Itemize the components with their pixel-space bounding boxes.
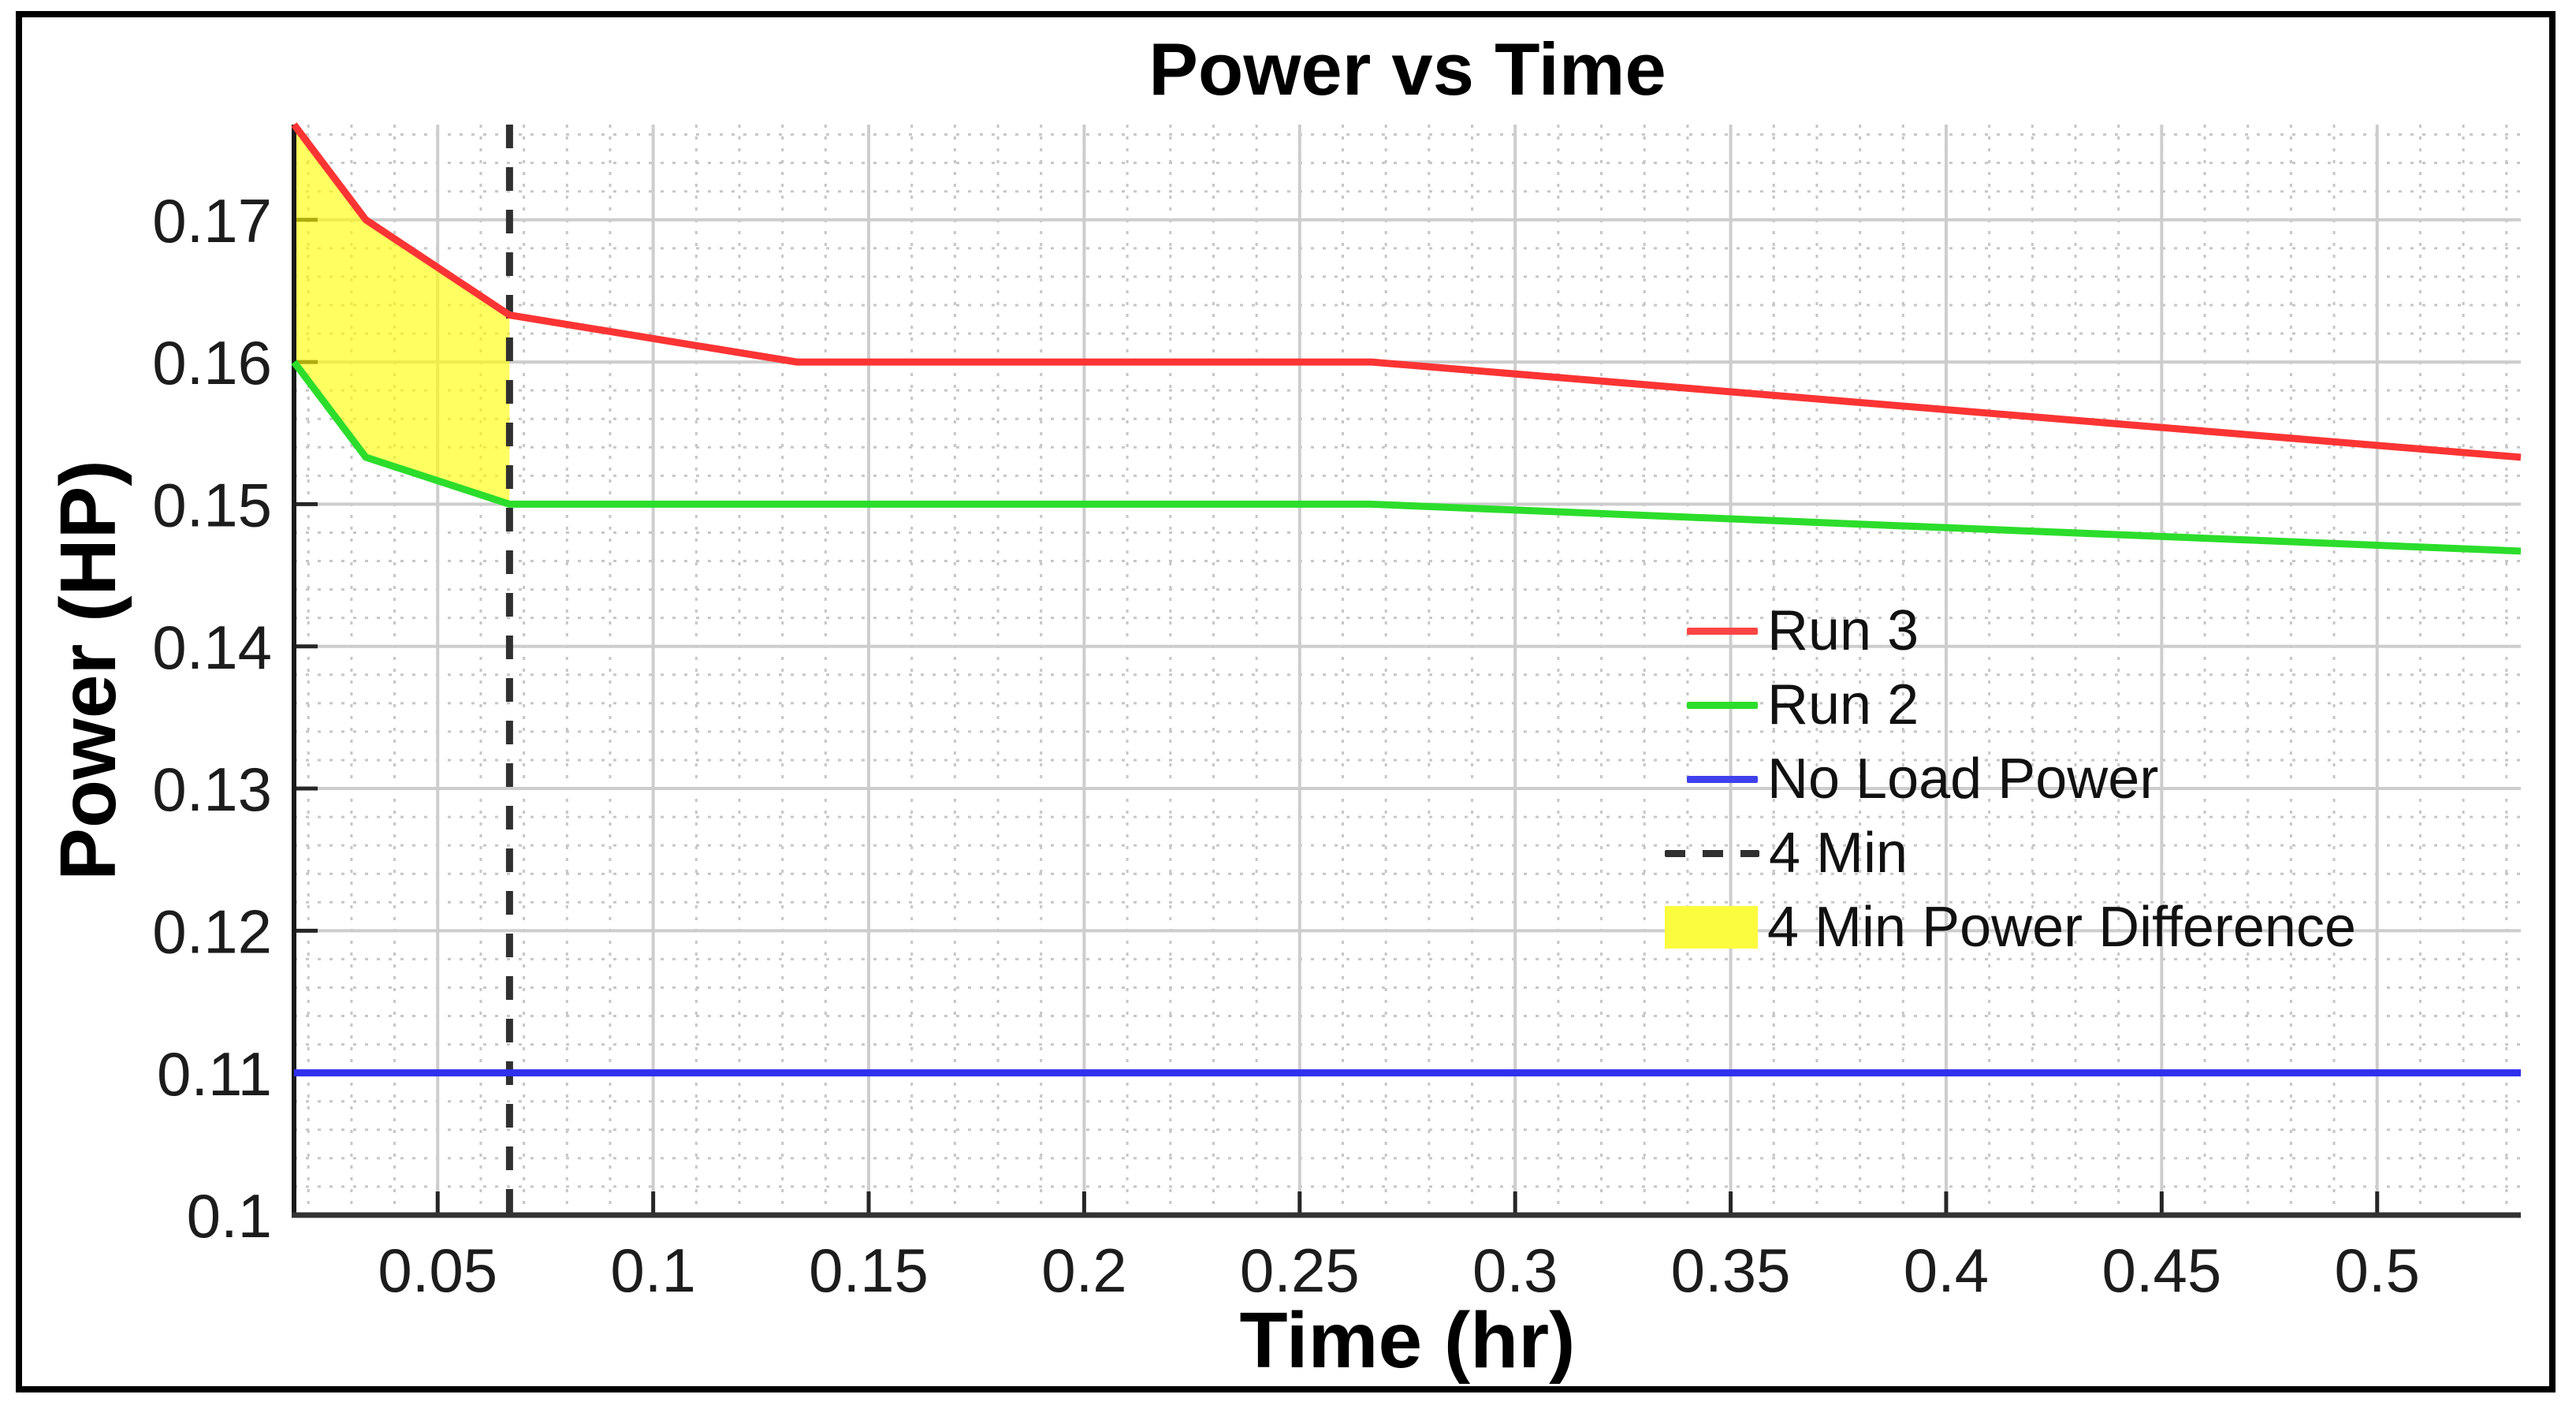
y-tick-label: 0.15 [152,471,272,540]
legend-dashed-swatch [1665,849,1759,857]
legend-label: 4 Min [1769,822,1908,885]
legend-item-4-min-power-difference: 4 Min Power Difference [1665,894,2548,960]
y-tick-label: 0.17 [152,186,272,255]
x-tick-label: 0.35 [1671,1236,1791,1305]
power-difference-region [294,125,510,505]
x-tick-label: 0.45 [2101,1236,2221,1305]
y-tick-label: 0.13 [152,755,272,824]
x-tick-label: 0.2 [1041,1236,1126,1305]
legend-label: No Load Power [1767,748,2159,811]
legend-line-swatch [1687,701,1758,709]
x-tick-label: 0.3 [1472,1236,1558,1305]
legend-item-no-load-power: No Load Power [1665,746,2548,812]
y-tick-label: 0.16 [152,328,272,397]
legend-line-swatch [1687,775,1758,783]
x-tick-label: 0.5 [2335,1236,2420,1305]
series-line-run-3 [291,122,2522,461]
y-tick-label: 0.14 [152,613,272,682]
x-tick-label: 0.25 [1240,1236,1360,1305]
series-line-run-2 [291,360,2522,555]
legend-item-run-3: Run 3 [1665,598,2548,664]
y-tick-label: 0.12 [152,897,272,966]
x-tick-label: 0.1 [610,1236,695,1305]
x-tick-label: 0.05 [378,1236,497,1305]
y-tick-label: 0.1 [187,1181,272,1251]
legend-item-4-min: 4 Min [1665,820,2548,886]
legend-patch-swatch [1665,906,1758,949]
legend-label: Run 2 [1767,673,1919,736]
x-axis-label: Time (hr) [1239,1296,1576,1385]
legend-line-swatch [1687,627,1758,635]
x-tick-label: 0.4 [1904,1236,1989,1305]
legend-item-run-2: Run 2 [1665,672,2548,738]
y-tick-label: 0.11 [157,1039,272,1109]
figure-border [16,11,2556,1392]
legend-label: Run 3 [1767,599,1919,662]
x-tick-label: 0.15 [809,1236,929,1305]
chart-title: Power vs Time [1148,28,1666,110]
legend-label: 4 Min Power Difference [1767,896,2356,959]
y-axis-label: Power (HP) [44,460,132,881]
